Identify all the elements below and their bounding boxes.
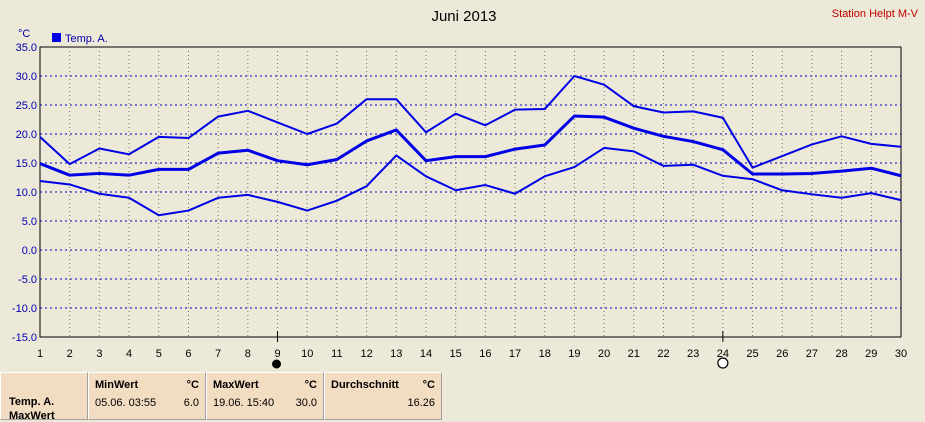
y-axis-unit: °C xyxy=(18,28,30,40)
y-tick-label: -5.0 xyxy=(18,274,37,286)
min-header: MinWert xyxy=(95,379,139,391)
x-tick-label: 26 xyxy=(776,348,788,360)
y-tick-label: 35.0 xyxy=(16,42,37,54)
x-tick-label: 1 xyxy=(37,348,43,360)
series-line-mittel xyxy=(39,114,902,178)
average-unit: °C xyxy=(422,379,435,391)
summary-row-label: Temp. A. xyxy=(9,396,55,408)
y-tick-label: 0.0 xyxy=(22,245,37,257)
y-tick-label: 10.0 xyxy=(16,187,37,199)
summary-empty-area xyxy=(442,372,925,420)
x-tick-label: 17 xyxy=(509,348,521,360)
average-cell: Durchschnitt °C 16.26 xyxy=(324,372,442,420)
min-value-cell: MinWert °C 05.06. 03:55 6.0 xyxy=(88,372,206,420)
summary-row-label-2: MaxWert xyxy=(9,410,55,422)
x-tick-label: 29 xyxy=(865,348,877,360)
legend-swatch xyxy=(52,33,61,42)
y-tick-label: -15.0 xyxy=(12,332,37,344)
y-tick-label: 25.0 xyxy=(16,100,37,112)
summary-panel: Temp. A. MaxWert MinWert °C 05.06. 03:55… xyxy=(0,372,925,422)
x-tick-label: 4 xyxy=(126,348,132,360)
x-tick-label: 20 xyxy=(598,348,610,360)
x-tick-label: 12 xyxy=(360,348,372,360)
x-tick-label: 6 xyxy=(185,348,191,360)
y-tick-label: 20.0 xyxy=(16,129,37,141)
y-tick-label: 5.0 xyxy=(22,216,37,228)
max-value: 30.0 xyxy=(295,397,317,409)
max-header: MaxWert xyxy=(213,379,259,391)
average-value: 16.26 xyxy=(407,397,435,409)
grid-lines xyxy=(40,47,901,337)
min-time: 05.06. 03:55 xyxy=(95,397,157,409)
x-tick-label: 3 xyxy=(96,348,102,360)
average-header: Durchschnitt xyxy=(331,379,399,391)
y-tick-label: 30.0 xyxy=(16,71,37,83)
x-tick-label: 15 xyxy=(450,348,462,360)
temperature-chart: 35.0 30.0 25.0 20.0 15.0 10.0 5.0 0.0 -5.0 -10.0 -… xyxy=(12,8,919,369)
x-tick-label: 7 xyxy=(215,348,221,360)
x-tick-label: 27 xyxy=(806,348,818,360)
x-tick-label: 8 xyxy=(245,348,251,360)
min-value: 6.0 xyxy=(183,397,199,409)
x-tick-label: 22 xyxy=(657,348,669,360)
x-tick-label: 11 xyxy=(331,348,342,360)
y-tick-label: 15.0 xyxy=(16,158,37,170)
min-unit: °C xyxy=(186,379,199,391)
station-label: Station Helpt M-V xyxy=(832,8,919,20)
moon-phase-markers xyxy=(272,331,729,369)
new-moon-icon xyxy=(717,357,729,369)
x-axis-ticks: 1 2 3 4 5 6 7 8 9 10 11 12 13 14 15 16 17 18 19 20 21 22 23 24 2… xyxy=(37,348,907,360)
summary-row-label-cell: Temp. A. MaxWert xyxy=(0,372,88,422)
x-tick-label: 30 xyxy=(895,348,907,360)
y-tick-label: -10.0 xyxy=(12,303,37,315)
max-value-cell: MaxWert °C 19.06. 15:40 30.0 xyxy=(206,372,324,420)
x-tick-label: 2 xyxy=(67,348,73,360)
series-lines xyxy=(39,75,902,217)
x-tick-label: 9 xyxy=(274,348,280,360)
max-time: 19.06. 15:40 xyxy=(213,397,275,409)
x-tick-label: 23 xyxy=(687,348,699,360)
x-tick-label: 28 xyxy=(835,348,847,360)
x-tick-label: 5 xyxy=(156,348,162,360)
x-tick-label: 21 xyxy=(628,348,640,360)
chart-title: Juni 2013 xyxy=(431,8,496,25)
x-tick-label: 19 xyxy=(568,348,580,360)
x-tick-label: 24 xyxy=(717,348,729,360)
x-tick-label: 18 xyxy=(539,348,551,360)
series-line-max xyxy=(39,75,902,169)
x-tick-label: 14 xyxy=(420,348,432,360)
x-tick-label: 13 xyxy=(390,348,402,360)
full-moon-icon xyxy=(272,359,282,369)
legend-label: Temp. A. xyxy=(65,33,108,45)
max-unit: °C xyxy=(304,379,317,391)
series-line-min xyxy=(39,146,902,217)
x-tick-label: 25 xyxy=(746,348,758,360)
y-axis-ticks: 35.0 30.0 25.0 20.0 15.0 10.0 5.0 0.0 -5.0 -10.0 -… xyxy=(12,42,37,344)
x-tick-label: 16 xyxy=(479,348,491,360)
x-tick-label: 10 xyxy=(301,348,313,360)
